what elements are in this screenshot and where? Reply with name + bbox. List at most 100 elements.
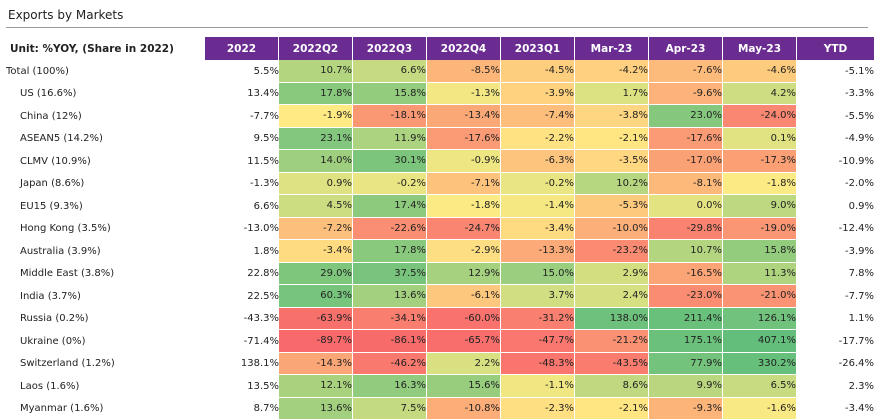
data-cell: 16.3%: [353, 375, 427, 398]
data-cell: -47.7%: [501, 330, 575, 353]
data-cell: 60.3%: [279, 285, 353, 308]
data-cell: -1.4%: [501, 195, 575, 218]
data-cell: -3.4%: [279, 240, 353, 263]
data-cell: -18.1%: [353, 105, 427, 128]
row-label: Laos (1.6%): [6, 375, 205, 398]
data-cell: -43.5%: [575, 353, 649, 376]
data-cell: -9.6%: [649, 83, 723, 106]
data-cell: 2.4%: [575, 285, 649, 308]
data-cell: 12.1%: [279, 375, 353, 398]
data-cell: -60.0%: [427, 308, 501, 331]
table-row: Myanmar (1.6%)8.7%13.6%7.5%-10.8%-2.3%-2…: [6, 398, 874, 420]
data-cell: 15.6%: [427, 375, 501, 398]
table-row: EU15 (9.3%)6.6%4.5%17.4%-1.8%-1.4%-5.3%0…: [6, 195, 874, 218]
data-cell: -4.5%: [501, 60, 575, 83]
data-cell: -5.1%: [797, 60, 874, 83]
data-cell: 3.7%: [501, 285, 575, 308]
data-cell: -12.4%: [797, 218, 874, 241]
data-cell: -71.4%: [205, 330, 279, 353]
data-cell: -22.6%: [353, 218, 427, 241]
data-cell: 407.1%: [723, 330, 797, 353]
data-cell: -19.0%: [723, 218, 797, 241]
data-cell: -48.3%: [501, 353, 575, 376]
data-cell: 23.0%: [649, 105, 723, 128]
data-cell: -7.4%: [501, 105, 575, 128]
data-cell: -4.9%: [797, 128, 874, 151]
data-cell: -17.6%: [427, 128, 501, 151]
data-cell: -46.2%: [353, 353, 427, 376]
data-cell: 1.8%: [205, 240, 279, 263]
heatmap-table: Unit: %YOY, (Share in 2022) 2022 2022Q2 …: [6, 37, 874, 420]
row-label: Total (100%): [6, 60, 205, 83]
data-cell: 0.9%: [279, 173, 353, 196]
table-row: Japan (8.6%)-1.3%0.9%-0.2%-7.1%-0.2%10.2…: [6, 173, 874, 196]
table-row: Hong Kong (3.5%)-13.0%-7.2%-22.6%-24.7%-…: [6, 218, 874, 241]
table-body: Total (100%)5.5%10.7%6.6%-8.5%-4.5%-4.2%…: [6, 60, 874, 420]
table-row: Russia (0.2%)-43.3%-63.9%-34.1%-60.0%-31…: [6, 308, 874, 331]
data-cell: 37.5%: [353, 263, 427, 286]
data-cell: -4.2%: [575, 60, 649, 83]
data-cell: -14.3%: [279, 353, 353, 376]
row-label: Japan (8.6%): [6, 173, 205, 196]
data-cell: -34.1%: [353, 308, 427, 331]
data-cell: 2.2%: [427, 353, 501, 376]
data-cell: 10.7%: [649, 240, 723, 263]
data-cell: 4.2%: [723, 83, 797, 106]
data-cell: -13.3%: [501, 240, 575, 263]
data-cell: 8.7%: [205, 398, 279, 420]
data-cell: 29.0%: [279, 263, 353, 286]
data-cell: -1.3%: [205, 173, 279, 196]
data-cell: 30.1%: [353, 150, 427, 173]
data-cell: 22.8%: [205, 263, 279, 286]
data-cell: -3.4%: [501, 218, 575, 241]
data-cell: 0.9%: [797, 195, 874, 218]
table-row: US (16.6%)13.4%17.8%15.8%-1.3%-3.9%1.7%-…: [6, 83, 874, 106]
data-cell: -5.3%: [575, 195, 649, 218]
data-cell: 6.6%: [205, 195, 279, 218]
data-cell: -1.6%: [723, 398, 797, 420]
data-cell: -17.7%: [797, 330, 874, 353]
column-header: 2022: [205, 37, 279, 60]
data-cell: -21.2%: [575, 330, 649, 353]
table-row: Ukraine (0%)-71.4%-89.7%-86.1%-65.7%-47.…: [6, 330, 874, 353]
row-label: ASEAN5 (14.2%): [6, 128, 205, 151]
data-cell: -0.2%: [501, 173, 575, 196]
data-cell: -2.1%: [575, 128, 649, 151]
data-cell: -43.3%: [205, 308, 279, 331]
data-cell: 1.7%: [575, 83, 649, 106]
row-label: Australia (3.9%): [6, 240, 205, 263]
data-cell: -3.5%: [575, 150, 649, 173]
data-cell: 175.1%: [649, 330, 723, 353]
data-cell: 13.6%: [353, 285, 427, 308]
data-cell: 11.3%: [723, 263, 797, 286]
data-cell: -6.3%: [501, 150, 575, 173]
data-cell: -3.4%: [797, 398, 874, 420]
data-cell: 8.6%: [575, 375, 649, 398]
table-row: Total (100%)5.5%10.7%6.6%-8.5%-4.5%-4.2%…: [6, 60, 874, 83]
data-cell: -3.9%: [797, 240, 874, 263]
data-cell: -7.7%: [797, 285, 874, 308]
row-label: Hong Kong (3.5%): [6, 218, 205, 241]
data-cell: -9.3%: [649, 398, 723, 420]
data-cell: -21.0%: [723, 285, 797, 308]
data-cell: -8.5%: [427, 60, 501, 83]
data-cell: 7.8%: [797, 263, 874, 286]
data-cell: -3.3%: [797, 83, 874, 106]
column-header: Mar-23: [575, 37, 649, 60]
data-cell: 138.0%: [575, 308, 649, 331]
column-header: 2022Q2: [279, 37, 353, 60]
data-cell: -2.2%: [501, 128, 575, 151]
data-cell: -1.1%: [501, 375, 575, 398]
data-cell: -13.4%: [427, 105, 501, 128]
data-cell: -1.8%: [427, 195, 501, 218]
data-cell: -1.8%: [723, 173, 797, 196]
table-row: Laos (1.6%)13.5%12.1%16.3%15.6%-1.1%8.6%…: [6, 375, 874, 398]
chart-title: Exports by Markets: [8, 8, 123, 22]
title-divider: [6, 27, 868, 28]
data-cell: 138.1%: [205, 353, 279, 376]
data-cell: -0.9%: [427, 150, 501, 173]
data-cell: -8.1%: [649, 173, 723, 196]
data-cell: -10.9%: [797, 150, 874, 173]
data-cell: 13.4%: [205, 83, 279, 106]
row-label: Russia (0.2%): [6, 308, 205, 331]
